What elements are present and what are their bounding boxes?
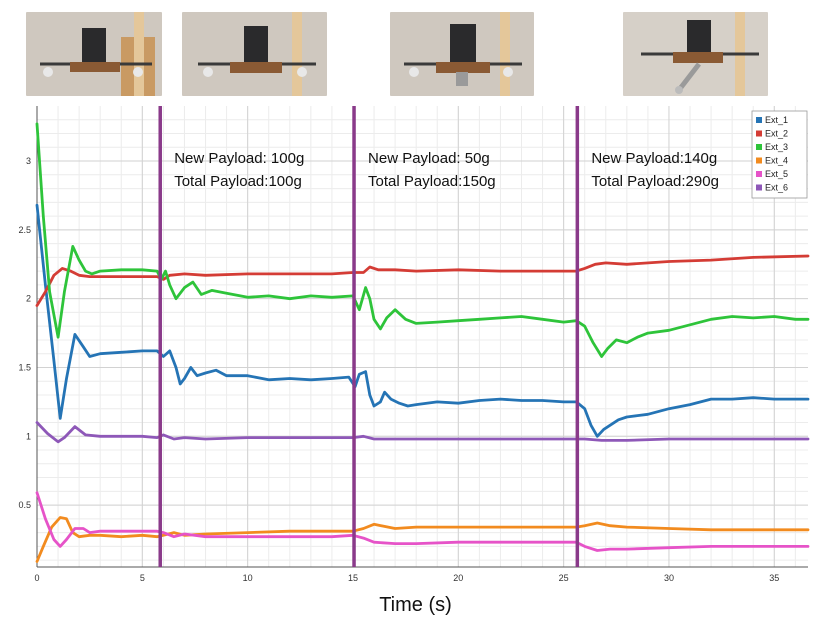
legend-swatch [756,144,762,150]
legend-label: Ext_2 [765,129,788,139]
series-line-ext_2 [35,254,810,307]
x-tick-label: 5 [140,573,145,583]
legend: Ext_1 Ext_2 Ext_3 Ext_4 Ext_5 Ext_6 [751,110,808,199]
legend-swatch [756,117,762,123]
new-payload-label: New Payload: 50g [368,150,490,167]
legend-label: Ext_1 [765,115,788,125]
x-tick-label: 10 [243,573,253,583]
drone-photo-4 [623,12,768,96]
drone-photo-1 [26,12,162,96]
drone-photo-3 [390,12,534,96]
x-tick-label: 20 [453,573,463,583]
legend-swatch [756,171,762,177]
minor-grid [36,106,808,567]
drone-photo-2 [182,12,327,96]
y-tick-label: 3 [26,156,31,166]
y-tick-label: 2 [26,294,31,304]
total-payload-label: Total Payload:150g [368,173,496,190]
series-line-ext_3 [35,122,810,358]
legend-label: Ext_5 [765,169,788,179]
legend-label: Ext_6 [765,183,788,193]
series-line-ext_4 [35,516,810,563]
series-line-ext_1 [35,203,810,438]
legend-swatch [756,157,762,164]
series-line-ext_6 [35,421,810,444]
total-payload-label: Total Payload:100g [174,173,302,190]
y-tick-label: 1 [26,431,31,441]
total-payload-label: Total Payload:290g [591,173,719,190]
x-tick-label: 0 [34,573,39,583]
y-tick-label: 0.5 [18,500,31,510]
legend-swatch [756,130,762,137]
x-tick-label: 35 [769,573,779,583]
legend-box [751,110,808,199]
x-tick-label: 25 [559,573,569,583]
legend-label: Ext_3 [765,142,788,152]
new-payload-label: New Payload: 100g [174,150,304,167]
y-tick-label: 2.5 [18,225,31,235]
major-grid [36,106,808,567]
x-axis-title: Time (s) [379,594,452,616]
event-annotations: New Payload: 100g Total Payload:100g New P… [174,150,719,190]
legend-swatch [756,184,762,191]
series-layer [35,122,810,563]
y-tick-label: 1.5 [18,362,31,372]
x-tick-label: 15 [348,573,358,583]
x-tick-label: 30 [664,573,674,583]
event-lines [158,106,580,567]
legend-label: Ext_4 [765,156,788,166]
new-payload-label: New Payload:140g [591,150,717,167]
series-line-ext_5 [35,491,810,552]
axes: 0 5 10 15 20 25 30 35 0.5 1 1.5 2 2.5 3 [18,106,808,583]
